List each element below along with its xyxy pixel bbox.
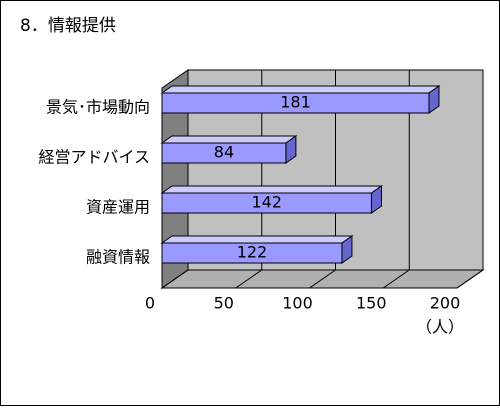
bar — [161, 142, 287, 164]
data-label: 122 — [237, 243, 268, 262]
x-tick-label: 100 — [282, 294, 313, 313]
y-tick-label: 資産運用 — [86, 198, 150, 217]
y-tick-label: 景気･市場動向 — [46, 98, 150, 117]
grid-line — [309, 269, 336, 289]
bar — [161, 242, 343, 264]
x-tick-label: 50 — [214, 294, 234, 313]
x-tick-label: 0 — [145, 294, 155, 313]
grid-line — [382, 269, 410, 289]
chart-title: 8．情報提供 — [20, 16, 116, 36]
grid-line — [456, 269, 484, 289]
grid-line — [161, 269, 189, 289]
y-tick-label: 融資情報 — [86, 248, 150, 267]
y-tick-label: 経営アドバイス — [38, 148, 150, 167]
data-label: 142 — [251, 193, 282, 212]
grid-line — [235, 269, 263, 289]
x-tick-label: 150 — [356, 294, 387, 313]
x-tick-label: 200 — [430, 294, 461, 313]
data-label: 84 — [214, 143, 234, 162]
bar — [161, 92, 430, 114]
data-label: 181 — [280, 93, 311, 112]
x-axis-label: （人） — [416, 318, 464, 337]
bar — [161, 192, 372, 214]
